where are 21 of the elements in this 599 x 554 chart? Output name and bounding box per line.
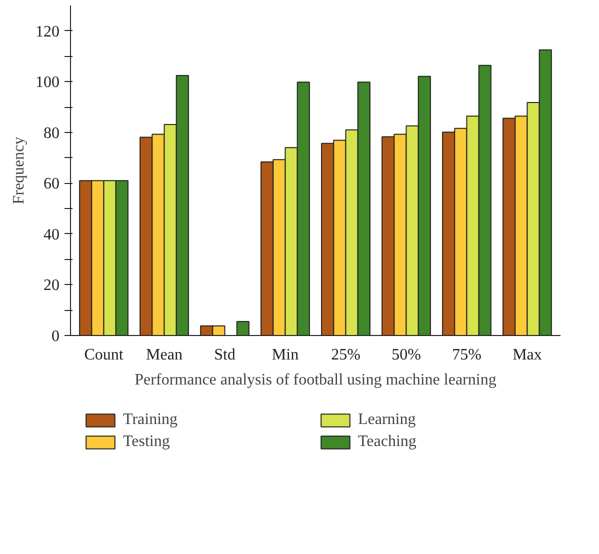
- y-tick-label: 60: [44, 176, 60, 193]
- legend-label: Testing: [123, 433, 171, 451]
- x-tick-label: 25%: [331, 346, 360, 364]
- legend-label: Learning: [358, 411, 417, 429]
- x-axis-title: Performance analysis of football using machine learning: [134, 372, 496, 388]
- x-tick-label: 75%: [452, 346, 482, 364]
- y-tick-label: 40: [44, 226, 60, 244]
- x-tick-label: Count: [84, 346, 124, 364]
- y-tick-label: 120: [36, 23, 60, 40]
- x-tick-label: Mean: [146, 346, 182, 364]
- y-tick-label: 100: [36, 74, 60, 92]
- x-tick-label: 50%: [392, 346, 421, 364]
- x-tick-label: Std: [214, 346, 236, 364]
- legend-label: Teaching: [358, 433, 418, 451]
- legend-label: Training: [123, 411, 179, 429]
- y-tick-label: 80: [44, 124, 60, 142]
- y-axis-title: Frequency: [10, 136, 28, 204]
- x-tick-label: Min: [272, 346, 299, 364]
- y-tick-label: 0: [52, 328, 60, 345]
- x-tick-label: Max: [512, 346, 542, 364]
- y-tick-label: 20: [44, 277, 60, 294]
